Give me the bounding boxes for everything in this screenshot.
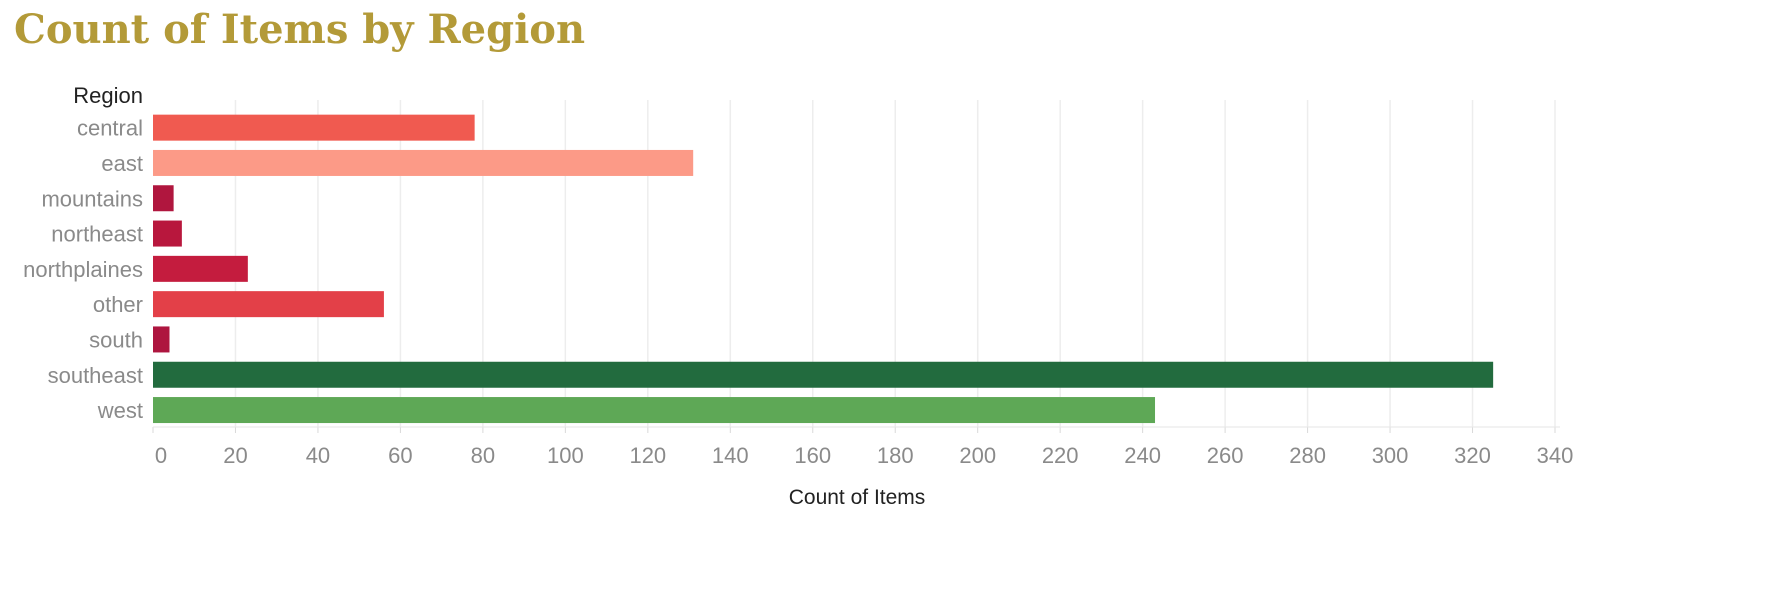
x-tick-label: 80 <box>471 443 495 468</box>
x-tick-label: 160 <box>794 443 831 468</box>
x-tick-label: 220 <box>1042 443 1079 468</box>
category-label: east <box>101 151 143 176</box>
bar-southeast[interactable] <box>153 361 1494 388</box>
x-tick-label: 300 <box>1372 443 1409 468</box>
bars <box>153 114 1494 424</box>
row-header-label: Region <box>73 83 143 108</box>
category-label: mountains <box>41 186 143 211</box>
bar-other[interactable] <box>153 291 384 318</box>
x-tick-label: 240 <box>1124 443 1161 468</box>
bar-east[interactable] <box>153 149 694 176</box>
bar-west[interactable] <box>153 397 1156 424</box>
category-label: south <box>89 327 143 352</box>
category-label: northplaines <box>23 257 143 282</box>
x-axis-label: Count of Items <box>789 486 926 509</box>
x-tick-label: 200 <box>959 443 996 468</box>
x-tick-label: 260 <box>1207 443 1244 468</box>
x-tick-label: 180 <box>877 443 914 468</box>
category-label: central <box>77 116 143 141</box>
x-tick-label: 140 <box>712 443 749 468</box>
category-label: west <box>97 398 143 423</box>
bar-south[interactable] <box>153 326 170 353</box>
x-tick-label: 320 <box>1454 443 1491 468</box>
x-tick-label: 20 <box>223 443 247 468</box>
category-labels: central east mountains northeast northplaine… <box>23 116 143 423</box>
bar-northplaines[interactable] <box>153 255 248 282</box>
x-tick-label: 120 <box>629 443 666 468</box>
x-tick-labels: 0 20 40 60 80 100 120 140 160 180 200 220 240 260 280 3… <box>155 443 1573 468</box>
x-tick-label: 280 <box>1289 443 1326 468</box>
x-tick-label: 100 <box>547 443 584 468</box>
bar-northeast[interactable] <box>153 220 182 247</box>
x-tick-label: 60 <box>388 443 412 468</box>
bar-mountains[interactable] <box>153 185 174 212</box>
x-tick-label: 340 <box>1537 443 1574 468</box>
category-label: northeast <box>51 222 143 247</box>
x-tick-label: 40 <box>306 443 330 468</box>
category-label: southeast <box>48 363 143 388</box>
bar-central[interactable] <box>153 114 475 141</box>
x-tick-label: 0 <box>155 443 167 468</box>
category-label: other <box>93 292 143 317</box>
chart-title: Count of Items by Region <box>14 6 586 53</box>
